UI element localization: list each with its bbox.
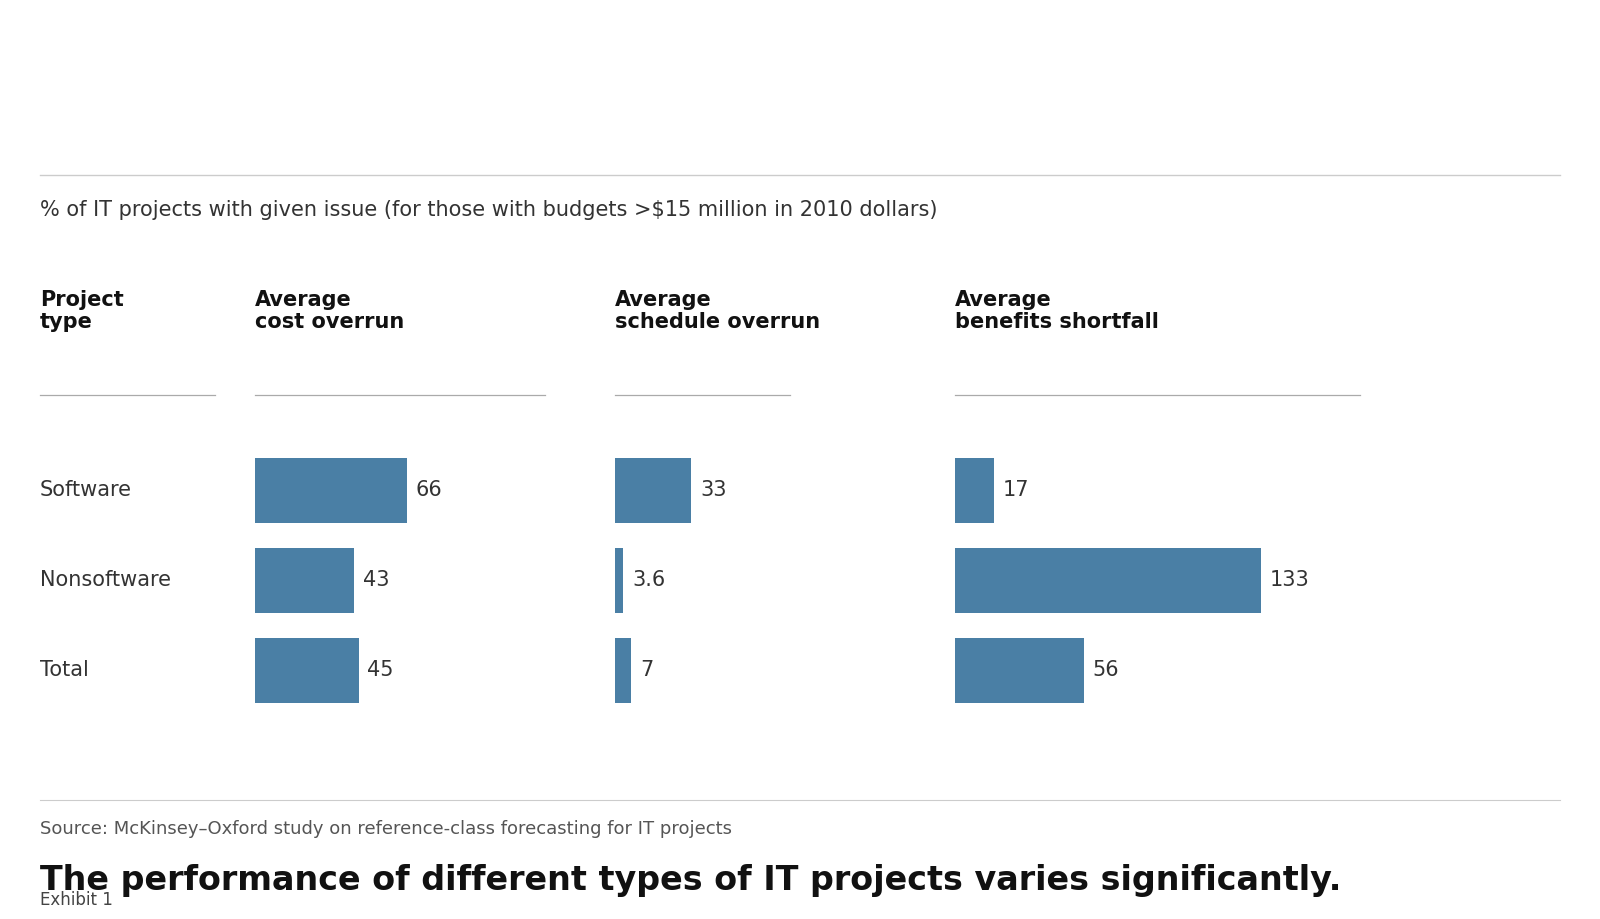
Text: cost overrun: cost overrun — [254, 312, 405, 332]
Bar — [254, 548, 354, 612]
Text: 66: 66 — [416, 480, 443, 500]
Text: 43: 43 — [363, 570, 389, 590]
Text: 33: 33 — [699, 480, 726, 500]
Text: Project: Project — [40, 290, 123, 310]
Text: Software: Software — [40, 480, 131, 500]
Bar — [254, 638, 358, 702]
Text: 7: 7 — [640, 660, 653, 680]
Bar — [254, 458, 406, 523]
Text: Average: Average — [614, 290, 712, 310]
Text: 56: 56 — [1093, 660, 1120, 680]
Text: % of IT projects with given issue (for those with budgets >$15 million in 2010 d: % of IT projects with given issue (for t… — [40, 200, 938, 220]
Text: Average: Average — [254, 290, 352, 310]
Text: Average: Average — [955, 290, 1051, 310]
Text: 133: 133 — [1270, 570, 1310, 590]
Bar — [614, 548, 624, 612]
Text: 3.6: 3.6 — [632, 570, 666, 590]
Bar — [955, 548, 1261, 612]
Bar — [614, 458, 691, 523]
Text: Total: Total — [40, 660, 90, 680]
Bar — [955, 638, 1083, 702]
Bar — [614, 638, 630, 702]
Bar — [955, 458, 994, 523]
Text: schedule overrun: schedule overrun — [614, 312, 821, 332]
Text: type: type — [40, 312, 93, 332]
Text: benefits shortfall: benefits shortfall — [955, 312, 1158, 332]
Text: The performance of different types of IT projects varies significantly.: The performance of different types of IT… — [40, 864, 1341, 897]
Text: 17: 17 — [1003, 480, 1030, 500]
Text: Source: McKinsey–Oxford study on reference-class forecasting for IT projects: Source: McKinsey–Oxford study on referen… — [40, 820, 733, 838]
Text: 45: 45 — [368, 660, 394, 680]
Text: Nonsoftware: Nonsoftware — [40, 570, 171, 590]
Text: Exhibit 1: Exhibit 1 — [40, 891, 114, 909]
